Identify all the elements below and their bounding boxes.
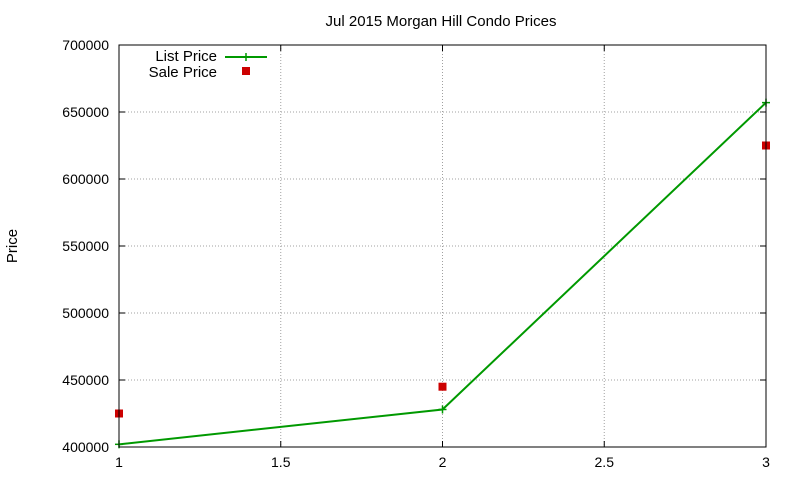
- legend-label-sale-price: Sale Price: [149, 64, 217, 81]
- plot-border: [118, 44, 767, 448]
- sale-price-point: [438, 382, 447, 391]
- chart-title: Jul 2015 Morgan Hill Condo Prices: [326, 13, 557, 30]
- x-tick-label: 1.5: [271, 454, 291, 470]
- y-tick-label: 600000: [62, 171, 109, 187]
- x-tick-label: 2: [439, 454, 447, 470]
- y-axis-label: Price: [4, 229, 21, 263]
- legend-label-list-price: List Price: [155, 48, 217, 65]
- x-tick-label: 1: [115, 454, 123, 470]
- y-tick-label: 450000: [62, 372, 109, 388]
- y-tick-label: 700000: [62, 37, 109, 53]
- grid: [119, 45, 766, 447]
- y-tick-label: 650000: [62, 104, 109, 120]
- list-price-point: [438, 405, 447, 414]
- y-tick-label: 400000: [62, 439, 109, 455]
- legend-swatch-sale-price: [242, 67, 250, 75]
- x-tick-label: 3: [762, 454, 770, 470]
- y-tick-label: 500000: [62, 305, 109, 321]
- x-tick-label: 2.5: [595, 454, 615, 470]
- y-tick-label: 550000: [62, 238, 109, 254]
- tick-labels: 1 1.5 2 2.5 3 400000 450000 500000 550000 600000 6…: [62, 37, 770, 470]
